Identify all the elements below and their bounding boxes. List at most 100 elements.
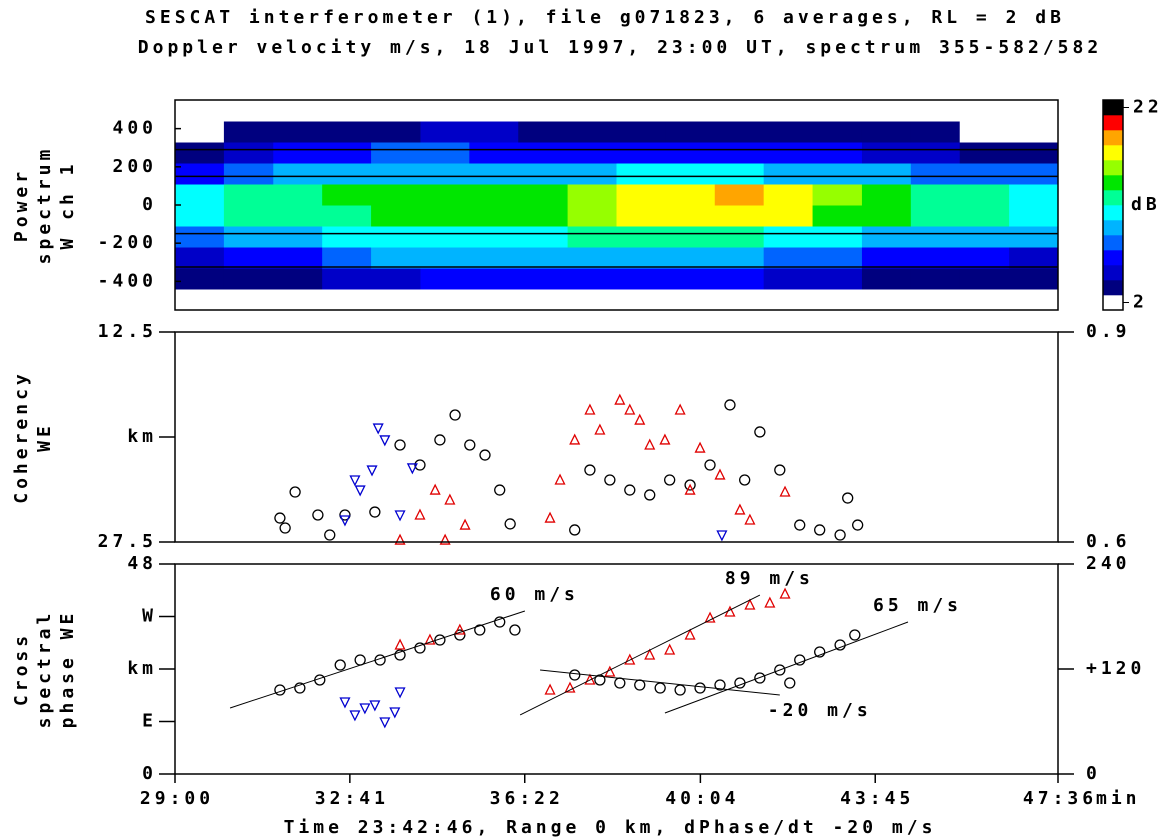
heatmap-cell [665, 121, 716, 143]
heatmap-cell [861, 247, 912, 269]
heatmap-cell [910, 205, 961, 227]
colorbar-tick-label: 22 [1133, 97, 1163, 118]
point [779, 587, 791, 599]
point [279, 522, 291, 534]
heatmap-cell [763, 247, 814, 269]
y-axis-title: Coherency [11, 370, 32, 504]
point [424, 633, 436, 645]
heatmap-cell [959, 247, 1010, 269]
point [714, 679, 726, 691]
x-tick-label: 36:22 [490, 788, 564, 809]
point [449, 409, 461, 421]
point [569, 669, 581, 681]
heatmap-cell [273, 268, 323, 290]
heatmap-cell [567, 205, 617, 227]
colorbar-band [1103, 160, 1123, 176]
heatmap-cell [518, 205, 569, 227]
heatmap-cell [223, 121, 274, 143]
heatmap-cell [175, 121, 225, 143]
point [434, 634, 446, 646]
point [334, 659, 346, 671]
heatmap-cell [322, 289, 372, 311]
point [494, 616, 506, 628]
heatmap-cell [175, 226, 225, 248]
colorbar-band [1103, 145, 1123, 161]
point [739, 474, 751, 486]
point [394, 687, 406, 699]
point [369, 700, 381, 712]
heatmap-cell [616, 247, 666, 269]
point [504, 518, 516, 530]
y-tick-label: W [142, 606, 157, 627]
x-tick-label: 47:36 [1023, 788, 1097, 809]
heatmap-cell [223, 205, 274, 227]
heatmap-cell [665, 268, 716, 290]
point [654, 682, 666, 694]
heatmap-cell [1009, 100, 1059, 122]
heatmap-cell [763, 142, 814, 164]
heatmap-cell [322, 184, 372, 206]
point [834, 639, 846, 651]
heatmap-cell [665, 142, 716, 164]
point [544, 511, 556, 523]
heatmap-cell [175, 184, 225, 206]
heatmap-cell [812, 247, 863, 269]
heatmap-cell [518, 247, 569, 269]
fit-line [540, 669, 780, 696]
heatmap-cell [518, 121, 569, 143]
point [554, 473, 566, 485]
heatmap-cell [175, 268, 225, 290]
heatmap-cell [714, 100, 765, 122]
point [434, 434, 446, 446]
point [704, 459, 716, 471]
colorbar-band [1103, 130, 1123, 146]
point [324, 529, 336, 541]
heatmap-cell [665, 205, 716, 227]
point [704, 611, 716, 623]
y-axis-title: W ch 1 [57, 160, 78, 249]
heatmap-cell [567, 121, 617, 143]
colorbar-band [1103, 235, 1123, 251]
heatmap-cell [420, 289, 470, 311]
point [754, 426, 766, 438]
heatmap-cell [469, 289, 519, 311]
point [814, 646, 826, 658]
heatmap-cell [910, 121, 961, 143]
point [684, 483, 696, 495]
heatmap-cell [371, 226, 421, 248]
heatmap-cell [420, 163, 470, 185]
point [694, 682, 706, 694]
point [339, 515, 351, 527]
point [814, 524, 826, 536]
point [744, 598, 756, 610]
point [849, 629, 861, 641]
heatmap-cell [763, 226, 814, 248]
heatmap-cell [665, 163, 716, 185]
point [394, 638, 406, 650]
point [349, 475, 361, 487]
heatmap-cell [861, 142, 912, 164]
heatmap-cell [959, 184, 1010, 206]
heatmap-cell [812, 184, 863, 206]
point [624, 403, 636, 415]
fit-label: 60 m/s [490, 584, 579, 605]
heatmap-cell [1009, 121, 1059, 143]
point [569, 524, 581, 536]
heatmap-cell [959, 268, 1010, 290]
heatmap-cell [714, 289, 765, 311]
heatmap-cell [567, 226, 617, 248]
point [312, 509, 324, 521]
point [584, 403, 596, 415]
point [479, 449, 491, 461]
heatmap-cell [518, 163, 569, 185]
point [852, 519, 864, 531]
heatmap-cell [420, 184, 470, 206]
point [624, 653, 636, 665]
heatmap-cell [959, 226, 1010, 248]
heatmap-cell [910, 142, 961, 164]
heatmap-cell [567, 289, 617, 311]
heatmap-cell [420, 226, 470, 248]
heatmap-cell [861, 121, 912, 143]
heatmap-cell [1009, 163, 1059, 185]
